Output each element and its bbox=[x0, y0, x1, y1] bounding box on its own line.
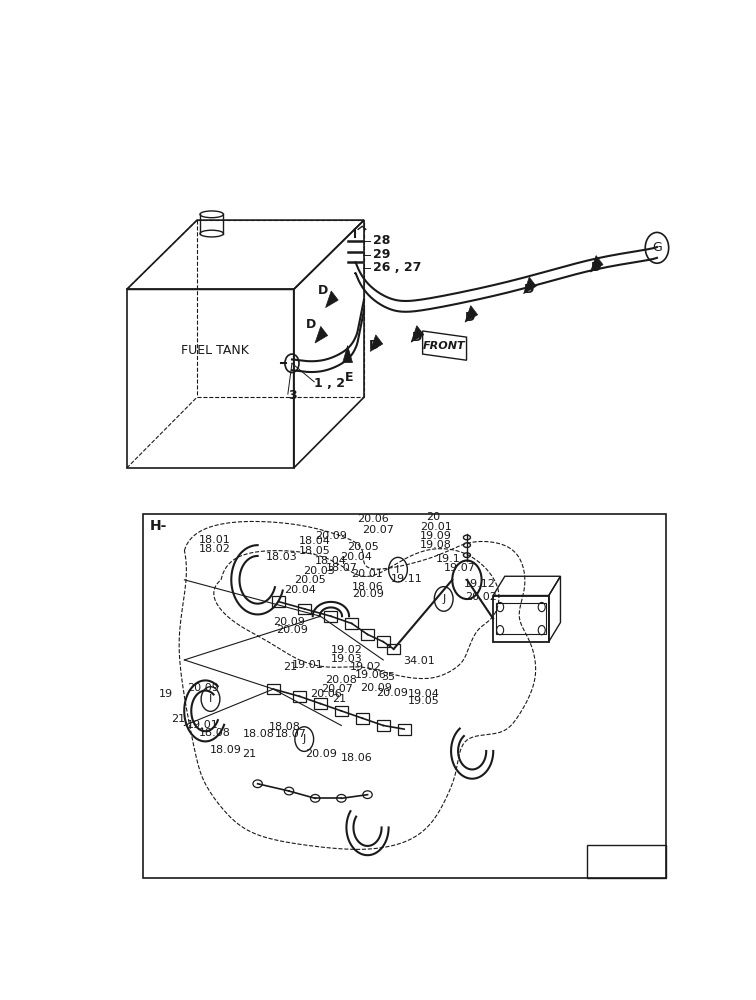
Text: 19.1: 19.1 bbox=[436, 554, 461, 564]
Text: 19.09: 19.09 bbox=[420, 531, 452, 541]
Polygon shape bbox=[524, 277, 536, 294]
Text: 20.09: 20.09 bbox=[273, 617, 305, 627]
Polygon shape bbox=[590, 256, 603, 272]
Text: 20.09: 20.09 bbox=[352, 589, 384, 599]
Text: 1 , 2: 1 , 2 bbox=[314, 377, 345, 390]
Text: D: D bbox=[523, 283, 534, 296]
Text: D: D bbox=[318, 284, 329, 297]
Polygon shape bbox=[370, 335, 383, 351]
Text: 20.02: 20.02 bbox=[465, 592, 497, 602]
Text: 20.09: 20.09 bbox=[360, 683, 392, 693]
Text: 20.04: 20.04 bbox=[340, 552, 373, 562]
Text: D: D bbox=[412, 331, 423, 344]
Text: 19.07: 19.07 bbox=[444, 563, 476, 573]
Text: 18.03: 18.03 bbox=[266, 552, 298, 562]
Text: J: J bbox=[442, 594, 445, 604]
Text: 19.02: 19.02 bbox=[350, 662, 382, 672]
Text: 18.02: 18.02 bbox=[199, 544, 231, 554]
Text: 20.07: 20.07 bbox=[361, 525, 394, 535]
Text: 20.09: 20.09 bbox=[314, 531, 347, 541]
Text: 20.06: 20.06 bbox=[357, 514, 389, 524]
Text: 20.09: 20.09 bbox=[187, 683, 219, 693]
Text: 18.08: 18.08 bbox=[269, 722, 301, 732]
Text: 18.07: 18.07 bbox=[325, 563, 358, 573]
Text: I: I bbox=[396, 565, 400, 575]
Polygon shape bbox=[465, 306, 478, 322]
Text: 21: 21 bbox=[171, 714, 184, 724]
Text: H-: H- bbox=[150, 519, 168, 533]
Text: 21: 21 bbox=[333, 694, 346, 704]
Text: J: J bbox=[302, 734, 306, 744]
Text: 18.01: 18.01 bbox=[199, 535, 231, 545]
Polygon shape bbox=[342, 346, 352, 363]
Text: FRONT: FRONT bbox=[423, 341, 466, 351]
Text: 19.02: 19.02 bbox=[331, 645, 363, 655]
Text: 20.01: 20.01 bbox=[420, 522, 452, 532]
Text: 26 , 27: 26 , 27 bbox=[373, 261, 421, 274]
Text: 19.05: 19.05 bbox=[408, 696, 440, 706]
Text: 20.05: 20.05 bbox=[293, 575, 325, 585]
Text: 18.04: 18.04 bbox=[299, 536, 330, 546]
Text: 19.01: 19.01 bbox=[187, 720, 218, 730]
Text: 20.03: 20.03 bbox=[303, 566, 335, 576]
Text: D: D bbox=[466, 311, 476, 324]
Text: 18.08: 18.08 bbox=[199, 728, 231, 738]
Polygon shape bbox=[315, 326, 327, 343]
Text: 20.07: 20.07 bbox=[321, 684, 353, 694]
Text: 19.12: 19.12 bbox=[463, 579, 495, 589]
Text: 19.04: 19.04 bbox=[408, 689, 440, 699]
Text: D: D bbox=[591, 261, 602, 274]
Text: 20.09: 20.09 bbox=[276, 625, 308, 635]
Text: 20.05: 20.05 bbox=[348, 542, 380, 552]
Text: 19.01: 19.01 bbox=[292, 660, 324, 670]
Text: D: D bbox=[369, 339, 379, 352]
Text: 21: 21 bbox=[284, 662, 297, 672]
Text: 18.06: 18.06 bbox=[352, 582, 384, 592]
Text: 19: 19 bbox=[159, 689, 173, 699]
Text: 35: 35 bbox=[382, 672, 395, 682]
Text: 21: 21 bbox=[242, 749, 256, 759]
Text: 20.09: 20.09 bbox=[305, 749, 337, 759]
Text: 18.07: 18.07 bbox=[275, 729, 307, 739]
Text: 18.05: 18.05 bbox=[299, 546, 330, 556]
Text: 3: 3 bbox=[288, 389, 296, 402]
Text: FUEL TANK: FUEL TANK bbox=[181, 344, 249, 358]
Polygon shape bbox=[326, 291, 338, 308]
Text: 19.11: 19.11 bbox=[391, 574, 423, 584]
Text: 20.09: 20.09 bbox=[376, 688, 407, 698]
Text: 20.01: 20.01 bbox=[351, 569, 383, 579]
Text: 19.08: 19.08 bbox=[420, 540, 452, 550]
Text: 19.03: 19.03 bbox=[331, 654, 363, 664]
Text: 29: 29 bbox=[373, 248, 390, 261]
Text: 20.06: 20.06 bbox=[310, 689, 342, 699]
Text: 18.06: 18.06 bbox=[340, 753, 372, 763]
Text: 20.08: 20.08 bbox=[325, 675, 358, 685]
Text: I: I bbox=[209, 694, 212, 704]
Text: 28: 28 bbox=[373, 234, 390, 247]
Text: 18.08: 18.08 bbox=[243, 729, 275, 739]
Text: E: E bbox=[345, 371, 354, 384]
Text: 18.04: 18.04 bbox=[314, 556, 347, 566]
Text: 18.09: 18.09 bbox=[209, 745, 241, 755]
Text: 20: 20 bbox=[426, 512, 440, 522]
Polygon shape bbox=[411, 326, 423, 342]
Text: 20.04: 20.04 bbox=[284, 585, 316, 595]
Text: G: G bbox=[652, 241, 662, 254]
Text: 19.06: 19.06 bbox=[355, 670, 387, 680]
Text: 34.01: 34.01 bbox=[403, 656, 435, 666]
Text: D: D bbox=[305, 318, 316, 331]
